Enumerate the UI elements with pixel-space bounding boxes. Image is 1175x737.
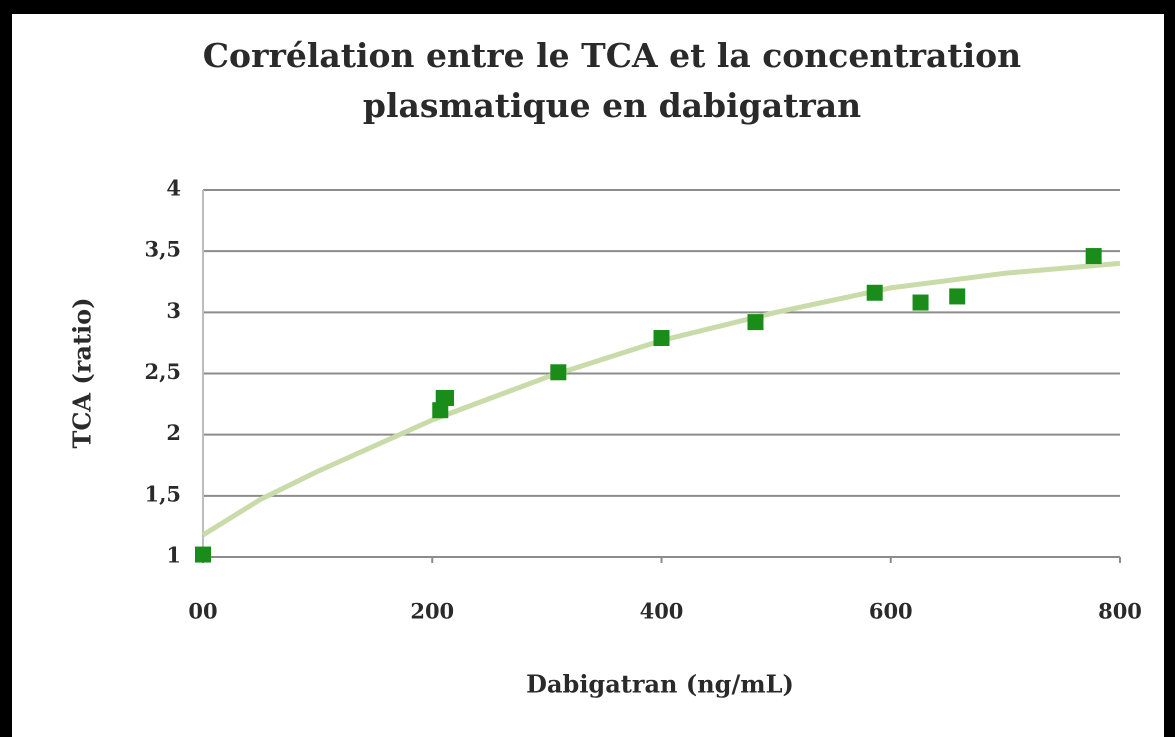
x-tick-label: 200 <box>410 599 454 624</box>
point <box>912 294 929 311</box>
y-tick-label: 3 <box>166 298 181 323</box>
y-tick-label: 1,5 <box>144 481 181 506</box>
point <box>747 314 764 331</box>
x-tick-label: 00 <box>188 599 217 624</box>
y-axis-label: TCA (ratio) <box>68 297 97 448</box>
y-tick-label: 1 <box>166 543 181 568</box>
y-tick-label: 3,5 <box>144 237 181 262</box>
point <box>438 389 455 406</box>
trendline <box>201 260 1121 538</box>
x-tick-label: 600 <box>869 599 913 624</box>
y-tick-label: 2 <box>166 420 181 445</box>
y-tick-label: 2,5 <box>144 359 181 384</box>
x-axis-label: Dabigatran (ng/mL) <box>526 670 794 699</box>
point <box>866 284 883 301</box>
point <box>195 546 211 563</box>
chart-title: plasmatique en dabigatran <box>363 86 861 125</box>
point <box>653 330 670 347</box>
y-tick-label: 4 <box>166 176 181 201</box>
chart-title: Corrélation entre le TCA et la concentra… <box>203 36 1021 75</box>
point <box>949 288 966 305</box>
x-tick-label: 800 <box>1098 599 1142 624</box>
point <box>1085 248 1102 265</box>
point <box>432 402 449 419</box>
x-tick-label: 400 <box>640 599 684 624</box>
point <box>550 364 567 381</box>
